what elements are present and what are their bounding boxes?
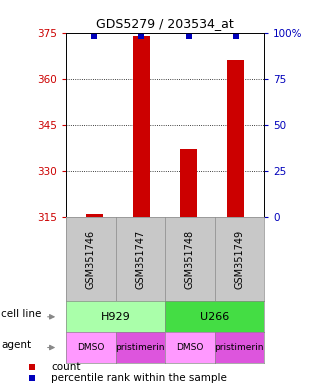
Text: percentile rank within the sample: percentile rank within the sample <box>51 373 227 384</box>
Text: agent: agent <box>1 340 31 350</box>
Title: GDS5279 / 203534_at: GDS5279 / 203534_at <box>96 17 234 30</box>
Text: pristimerin: pristimerin <box>115 343 165 352</box>
Bar <box>133 36 150 217</box>
Text: GSM351748: GSM351748 <box>185 230 195 289</box>
Text: GSM351747: GSM351747 <box>135 230 145 289</box>
Text: GSM351746: GSM351746 <box>86 230 96 289</box>
Bar <box>180 149 197 217</box>
Bar <box>227 60 244 217</box>
Text: cell line: cell line <box>1 310 42 319</box>
Text: GSM351749: GSM351749 <box>234 230 244 289</box>
Text: U266: U266 <box>200 312 229 322</box>
Text: H929: H929 <box>101 312 130 322</box>
Bar <box>86 214 103 217</box>
Text: DMSO: DMSO <box>77 343 104 352</box>
Text: DMSO: DMSO <box>176 343 203 352</box>
Text: pristimerin: pristimerin <box>214 343 264 352</box>
Text: count: count <box>51 362 81 372</box>
